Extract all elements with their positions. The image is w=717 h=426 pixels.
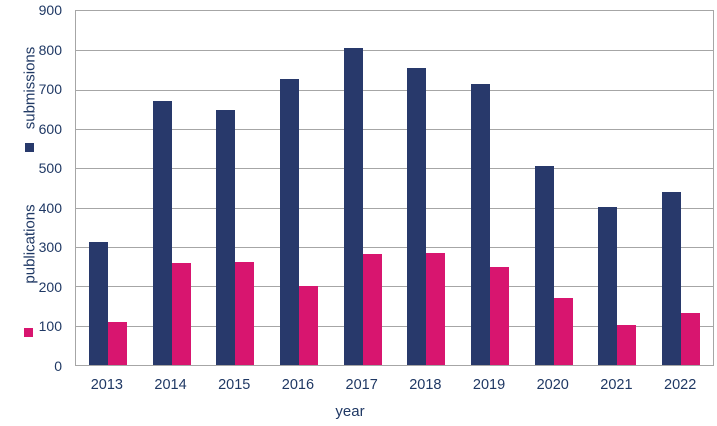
x-axis-title: year: [335, 403, 365, 420]
x-tick-label: 2018: [409, 377, 442, 393]
gridline: [76, 168, 713, 170]
bar-submissions-2020: [534, 166, 554, 365]
y-tick-label: 400: [38, 199, 62, 216]
bar-submissions-2013: [88, 242, 108, 365]
y-tick-label: 600: [38, 120, 62, 137]
bar-submissions-2016: [279, 79, 299, 365]
bar-publications-2018: [426, 252, 446, 365]
bar-publications-2022: [681, 313, 701, 365]
gridline: [76, 89, 713, 91]
y-tick-label: 500: [38, 160, 62, 177]
x-tick-label: 2022: [664, 377, 697, 393]
bar-publications-2014: [171, 263, 191, 365]
bar-publications-2013: [107, 321, 127, 365]
bar-publications-2015: [235, 262, 255, 365]
gridline: [76, 247, 713, 248]
gridline: [76, 286, 713, 288]
legend-marker-submissions-icon: [25, 143, 34, 152]
y-tick-label: 100: [38, 318, 62, 335]
bar-publications-2021: [617, 324, 637, 365]
bar-submissions-2022: [662, 191, 682, 365]
plot-area: [75, 10, 714, 366]
y-tick-label: 300: [38, 239, 62, 256]
x-tick-label: 2016: [281, 377, 315, 393]
bar-submissions-2014: [152, 101, 172, 365]
x-tick-label: 2014: [154, 377, 187, 393]
y-tick-label: 0: [54, 358, 62, 374]
bar-publications-2016: [298, 285, 318, 365]
x-tick-label: 2019: [472, 377, 506, 393]
y-tick-label: 900: [38, 2, 62, 18]
bar-submissions-2018: [407, 67, 427, 365]
bar-publications-2017: [362, 254, 382, 365]
legend-marker-publications-icon: [24, 328, 33, 337]
x-tick-label: 2020: [536, 377, 569, 393]
gridline: [76, 207, 713, 209]
bar-publications-2019: [490, 266, 510, 365]
bar-publications-2020: [553, 297, 573, 365]
x-tick-label: 2015: [218, 377, 251, 393]
bar-submissions-2019: [471, 84, 491, 365]
bar-submissions-2017: [343, 47, 363, 365]
bar-submissions-2021: [598, 207, 618, 365]
x-tick-label: 2021: [600, 377, 633, 393]
gridline: [76, 325, 713, 327]
x-tick-label: 2013: [90, 377, 123, 393]
bar-submissions-2015: [216, 110, 236, 365]
y-tick-label: 200: [38, 278, 62, 295]
gridline: [76, 129, 713, 130]
y-tick-label: 800: [38, 41, 62, 58]
gridline: [76, 50, 713, 52]
y-tick-label: 700: [38, 81, 62, 98]
x-tick-label: 2017: [345, 377, 378, 393]
